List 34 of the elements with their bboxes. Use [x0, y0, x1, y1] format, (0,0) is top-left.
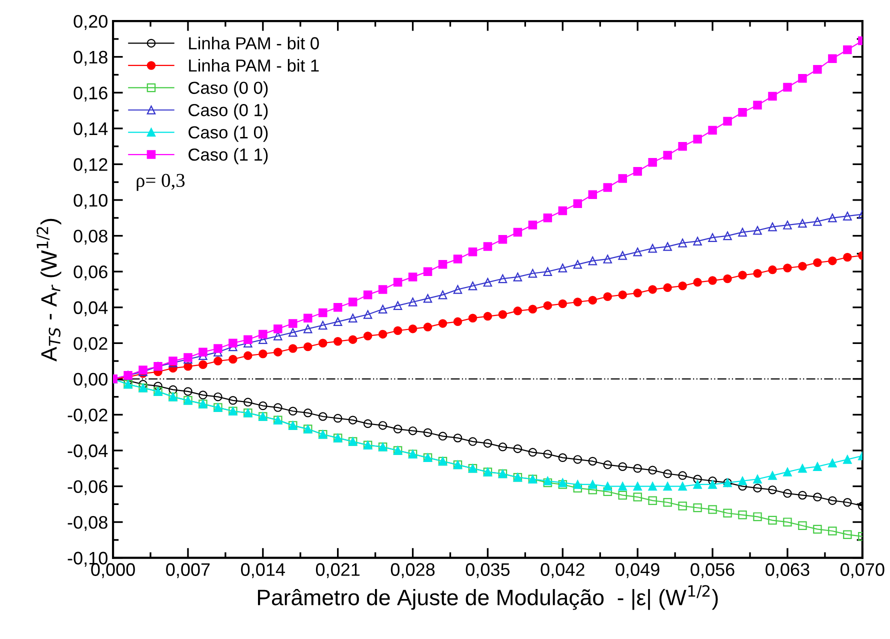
y-tick-label: -0,02 — [68, 408, 108, 424]
x-tick-label: 0,014 — [241, 563, 285, 578]
x-tick-label: 0,049 — [616, 563, 660, 578]
legend-label: Caso (1 0) — [188, 126, 268, 142]
y-tick-label: 0,12 — [74, 158, 108, 174]
x-tick-label: 0,042 — [540, 563, 584, 578]
x-tick-label: 0,021 — [316, 563, 360, 578]
x-axis-title: Parâmetro de Ajuste de Modulação - |ε| (W$^{1/2}$) — [258, 585, 718, 610]
legend-label: Caso (1 1) — [188, 148, 268, 164]
y-tick-label: 0,18 — [74, 50, 108, 66]
x-tick-label: 0,070 — [840, 563, 884, 578]
y-tick-label: -0,06 — [68, 480, 108, 496]
y-axis-title: A$_{TS}$ - A$_{r}$ (W$^{1/2}$) — [36, 218, 62, 362]
x-tick-label: 0,028 — [390, 563, 435, 578]
legend-label: Linha PAM - bit 1 — [189, 58, 319, 72]
y-tick-label: 0,08 — [74, 230, 108, 245]
y-tick-label: 0,10 — [74, 194, 108, 209]
x-tick-label: 0,007 — [166, 563, 210, 578]
y-tick-label: 0,20 — [74, 15, 108, 30]
y-tick-label: 0,06 — [74, 266, 108, 280]
legend-label: Linha PAM - bit 0 — [189, 36, 319, 50]
legend-label: Caso (0 1) — [188, 103, 268, 120]
y-tick-label: 0,14 — [74, 122, 108, 138]
x-tick-label: 0,063 — [766, 563, 810, 578]
y-tick-label: -0,08 — [68, 516, 108, 531]
y-tick-label: 0,16 — [74, 86, 108, 102]
x-tick-label: 0,056 — [690, 563, 734, 578]
x-tick-label: 0,035 — [466, 563, 510, 578]
legend-label: Caso (0 0) — [188, 81, 268, 98]
y-tick-label: 0,00 — [74, 372, 108, 388]
y-tick-label: 0,02 — [74, 337, 108, 352]
y-tick-label: -0,04 — [68, 444, 108, 460]
annotation: ρ= 0,3 — [136, 174, 185, 191]
y-tick-label: 0,04 — [74, 301, 108, 316]
